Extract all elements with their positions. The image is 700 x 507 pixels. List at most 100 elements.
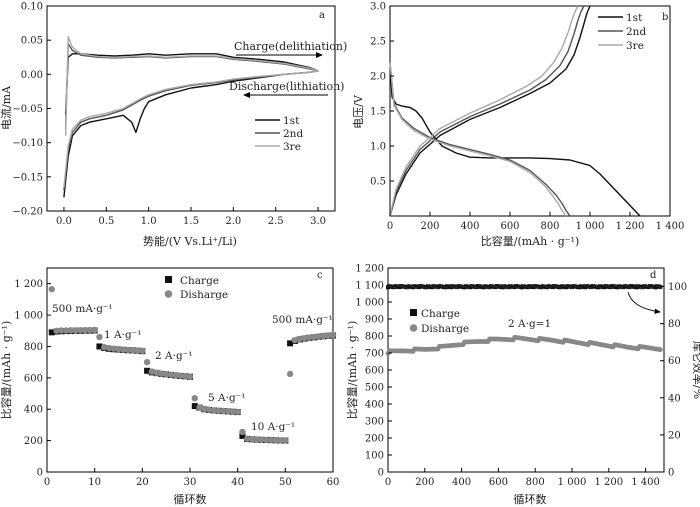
panel-c-y-axis-label: 比容量/(mAh · g⁻¹) xyxy=(0,321,13,420)
panel-d-y-tick-label: 100 xyxy=(365,451,384,462)
panel-c-discharge-point xyxy=(124,346,132,354)
panel-d-discharge-point xyxy=(657,347,663,353)
panel-b-y-tick-label: 3.0 xyxy=(370,2,386,13)
panel-c-x-tick-label: 60 xyxy=(327,477,340,488)
panel-c-discharge-point xyxy=(162,371,170,378)
panel-b-voltage-profile-chart: 0 200 400 600 800 1 000 1 200 1 400 0.5 1.0 1.5 2.0… xyxy=(352,2,684,249)
panel-b-y-tick-label: 2.5 xyxy=(370,37,386,48)
panel-d-y-tick-label: 200 xyxy=(365,434,384,445)
panel-c-discharge-point xyxy=(67,327,75,334)
panel-c-discharge-point xyxy=(182,372,189,380)
panel-a-x-tick-label: 1.5 xyxy=(183,216,199,227)
panel-c-discharge-point xyxy=(210,407,218,414)
panel-c-charge-point xyxy=(191,403,198,410)
panel-c-discharge-point xyxy=(91,326,98,334)
panel-d-x-tick-label: 200 xyxy=(415,477,434,488)
panel-c-discharge-point xyxy=(129,347,136,354)
panel-b-y-tick-label: 1.5 xyxy=(370,107,386,118)
panel-c-discharge-point xyxy=(62,327,70,334)
panel-d-rate-annotation: 2 A·g=1 xyxy=(508,318,551,330)
panel-b-x-tick-label: 1 000 xyxy=(576,221,605,232)
panel-c-rate-label-5: 10 A·g⁻¹ xyxy=(251,421,295,433)
panel-c-discharge-point xyxy=(53,327,60,334)
panel-d-y-tick-label: 1 000 xyxy=(355,298,384,309)
panel-c-discharge-point xyxy=(115,345,122,353)
panel-d-y-tick-label: 1 100 xyxy=(355,281,384,292)
panel-c-y-tick-label: 600 xyxy=(24,373,43,384)
panel-b-series-line-2 xyxy=(389,61,571,217)
panel-d-marks xyxy=(385,284,663,356)
panel-c-discharge-point xyxy=(48,285,55,293)
panel-c-x-tick-label: 20 xyxy=(136,477,149,488)
panel-c-discharge-point xyxy=(143,358,151,366)
panel-c-discharge-point xyxy=(296,335,303,343)
panel-a-cv-chart: 0.0 0.5 1.0 1.5 2.0 2.5 3.0 −0.20 −0.15 −0.10 −0.0… xyxy=(0,2,347,249)
panel-b-legend-3re: 3re xyxy=(626,40,644,52)
panel-c-charge-point xyxy=(48,329,55,336)
panel-d-x-tick-label: 1 000 xyxy=(558,477,587,488)
panel-c-legend-discharge-marker xyxy=(164,290,173,298)
panel-d-legend-charge-marker xyxy=(410,309,417,316)
panel-d-y-axis-label: 比容量/(mAh · g⁻¹) xyxy=(345,321,359,420)
panel-c-rate-label-1: 500 mA·g⁻¹ xyxy=(52,303,113,315)
panel-d-x-tick-label: 800 xyxy=(526,477,545,488)
panel-c-discharge-point xyxy=(310,333,318,341)
panel-a-ticks: 0.0 0.5 1.0 1.5 2.0 2.5 3.0 −0.20 −0.15 −0.10 −0.0… xyxy=(12,2,326,228)
panel-d-x-tick-label: 1 400 xyxy=(631,477,660,488)
panel-a-legend-2nd: 2nd xyxy=(283,128,303,140)
panel-b-y-tick-label: 1.0 xyxy=(370,142,386,153)
panel-c-rate-label-6: 500 mA·g⁻¹ xyxy=(272,314,333,326)
panel-b-x-tick-label: 1 400 xyxy=(656,221,685,232)
panel-c-discharge-point xyxy=(77,326,84,334)
panel-d-cycling-chart: 0 200 400 600 800 1 000 1 200 1 400010020030040… xyxy=(345,264,700,507)
panel-c-discharge-point xyxy=(224,408,232,415)
panel-c-y-tick-label: 1 200 xyxy=(14,279,43,290)
panel-c-discharge-point xyxy=(101,344,108,351)
panel-d-legend-charge: Charge xyxy=(421,308,460,320)
panel-c-discharge-point xyxy=(105,344,113,352)
panel-d-y-tick-label: 300 xyxy=(365,417,384,428)
panel-d-right-tick-label: 60 xyxy=(668,356,681,367)
panel-d-ticks: 0 200 400 600 800 1 000 1 200 1 400010020030040… xyxy=(355,264,687,489)
panel-a-y-tick-label: −0.10 xyxy=(12,138,43,149)
panel-b-ticks: 0 200 400 600 800 1 000 1 200 1 400 0.5 1.0 1.5 2.0… xyxy=(370,2,684,233)
panel-b-x-tick-label: 400 xyxy=(460,221,479,232)
panel-c-discharge-point xyxy=(110,345,117,352)
panel-a-charge-annotation: Charge(delithiation) xyxy=(234,40,347,53)
panel-c-discharge-point xyxy=(201,405,208,413)
panel-d-x-axis-label: 循环数 xyxy=(514,493,547,506)
panel-c-discharge-point xyxy=(305,334,313,341)
panel-c-letter: c xyxy=(317,270,323,281)
panel-b-legend-1st: 1st xyxy=(626,12,643,24)
panel-c-legend-discharge: Disharge xyxy=(180,289,228,301)
panel-a-legend-1st: 1st xyxy=(283,115,300,127)
panel-a-letter: a xyxy=(319,10,325,21)
panel-b-x-axis-label: 比容量/(mAh · g⁻¹) xyxy=(481,234,580,248)
panel-d-x-tick-label: 400 xyxy=(452,477,471,488)
panel-c-discharge-point xyxy=(229,408,237,415)
panel-d-right-tick-label: 80 xyxy=(668,319,681,330)
panel-c-charge-point xyxy=(287,340,294,347)
panel-a-y-tick-label: −0.20 xyxy=(12,207,43,218)
panel-a-series-line-1 xyxy=(63,42,319,191)
panel-c-discharge-point xyxy=(267,436,275,444)
panel-c-discharge-point xyxy=(258,436,265,443)
panel-c-x-tick-label: 30 xyxy=(184,477,197,488)
panel-c-legend-charge: Charge xyxy=(180,275,219,287)
panel-d-y-tick-label: 500 xyxy=(365,383,384,394)
panel-c-charge-point xyxy=(144,367,151,374)
panel-c-y-tick-label: 200 xyxy=(24,436,43,447)
panel-d-y-tick-label: 400 xyxy=(365,400,384,411)
panel-d-right-tick-label: 40 xyxy=(668,393,681,404)
panel-b-letter: b xyxy=(662,12,668,23)
panel-c-discharge-point xyxy=(253,436,260,443)
panel-c-marks xyxy=(48,285,337,444)
panel-b-x-tick-label: 600 xyxy=(500,221,519,232)
panel-a-y-tick-label: −0.15 xyxy=(12,172,43,183)
panel-d-right-tick-label: 20 xyxy=(668,430,681,441)
panel-b-y-tick-label: 2.0 xyxy=(370,72,386,83)
panel-d-y-tick-label: 700 xyxy=(365,349,384,360)
panel-d-y-tick-label: 0 xyxy=(378,468,384,479)
